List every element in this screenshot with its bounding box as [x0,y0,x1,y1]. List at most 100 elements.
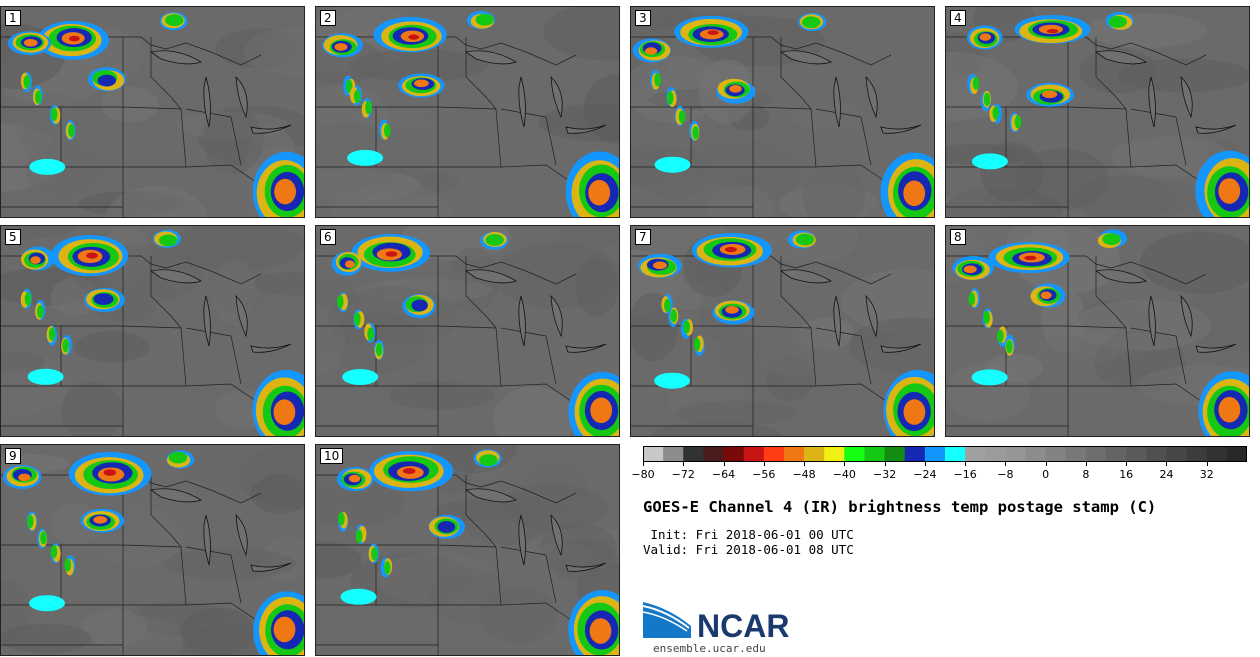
ir-map [316,226,619,436]
cirrus-patch [347,149,384,166]
great-lakes [1095,269,1237,353]
cloud-tops [632,13,934,217]
background-texture [180,607,255,655]
colorbar-swatch [743,446,765,462]
convective-cluster [707,30,719,35]
colorbar-ticks: −80 −72 −64 −56 −48 −40 −32 −24 −16 −8 0 8 16 24 32 [631,462,1253,482]
convective-cluster [588,179,611,206]
convective-cluster [68,35,80,42]
colorbar-tick-label: 0 [1042,468,1050,481]
cirrus-patch [971,369,1008,386]
background-texture [493,386,575,436]
convective-band [35,90,42,104]
colorbar-tick-label: 32 [1199,468,1214,481]
member-panel-2: 2 [315,6,620,218]
member-label: 10 [320,448,344,464]
background-texture [74,331,150,363]
background-texture [198,445,274,488]
convective-cluster [411,299,428,312]
convective-cluster [273,399,296,425]
convective-band [1006,340,1013,354]
background-texture [60,381,124,436]
convective-cluster [30,256,41,264]
convective-cluster [729,85,742,93]
convective-cluster [903,399,926,425]
cirrus-patch [654,372,691,389]
convective-band [693,337,701,351]
convective-cluster [1024,255,1037,261]
great-lakes [150,488,292,572]
colorbar-swatch [804,446,825,462]
member-panel-4: 4 [945,6,1250,218]
background-texture [1,351,45,373]
member-label: 4 [950,10,966,26]
convective-band [338,512,345,526]
convective-cluster [485,234,504,246]
cirrus-patch [29,158,66,175]
background-texture [1038,382,1153,421]
colorbar-border [643,446,1247,462]
background-texture [254,271,304,296]
member-panel-7: 7 [630,225,935,437]
convective-band [345,79,353,93]
member-label: 6 [320,229,336,245]
colorbar-swatch [683,446,704,462]
background-texture [270,27,304,76]
colorbar-swatch [965,446,986,462]
colorbar-tick-mark [643,462,644,466]
ir-map [1,445,304,655]
background-texture [154,351,227,392]
convective-band [27,514,34,529]
colorbar-tick-mark [1085,462,1087,466]
ir-map [316,445,619,655]
great-lakes [465,488,607,572]
cirrus-patch [971,153,1008,170]
convective-band [23,75,31,89]
convective-band [354,89,361,103]
convective-band [972,76,980,90]
colorbar-swatch [924,446,946,462]
background-texture [802,163,865,217]
member-panel-9: 9 [0,444,305,656]
convective-cluster [408,34,420,40]
colorbar-swatch [1045,446,1067,462]
init-time: Init: Fri 2018-06-01 00 UTC [643,527,854,542]
member-panel-3: 3 [630,6,935,218]
cloud-tops [20,229,304,436]
convective-cluster [963,265,977,274]
convective-band [37,304,44,319]
colorbar-tick-mark [723,462,725,466]
background-texture [82,608,148,647]
convective-cluster [1102,233,1121,245]
convective-band [355,529,363,543]
colorbar-swatch [1126,446,1147,462]
colorbar-tick-label: 8 [1082,468,1090,481]
colorbar-swatch [1226,446,1247,462]
convective-band [24,292,32,306]
great-lakes [780,269,922,353]
convective-cluster [273,616,296,643]
convective-band [48,327,56,341]
colorbar-swatch [1025,446,1047,462]
colorbar-tick-label: −16 [953,468,977,481]
convective-band [367,327,374,341]
background-texture [316,540,362,580]
convective-band [384,124,391,138]
convective-cluster [165,14,184,27]
convective-band [50,107,58,121]
colorbar-swatch [1005,446,1027,462]
colorbar-tick-label: −64 [711,468,736,481]
convective-cluster [274,178,296,205]
member-label: 2 [320,10,336,26]
convective-cluster [168,451,188,464]
convective-cluster [645,47,658,55]
convective-band [365,100,372,114]
ir-map [946,7,1249,217]
background-texture [1140,231,1249,294]
convective-band [992,106,1000,120]
cirrus-patch [340,588,377,605]
colorbar-swatch [1206,446,1228,462]
background-texture [106,185,207,217]
colorbar-swatch [663,446,684,462]
colorbar-swatch [643,446,664,462]
